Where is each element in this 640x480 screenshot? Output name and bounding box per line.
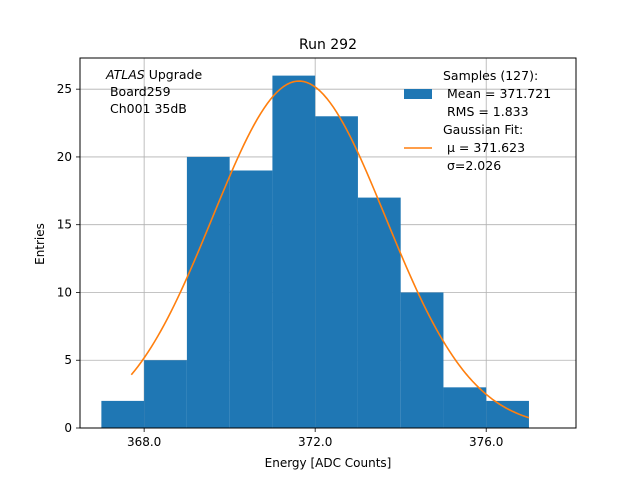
x-tick-label-1: 372.0 bbox=[298, 435, 332, 449]
histogram-bar-4 bbox=[272, 75, 316, 428]
legend-swatch-samples bbox=[404, 89, 432, 99]
annotation-line-2: Ch001 35dB bbox=[106, 101, 187, 116]
legend-text-0-2: RMS = 1.833 bbox=[443, 104, 529, 119]
histogram-bar-6 bbox=[357, 197, 401, 428]
legend-text-1-1: μ = 371.623 bbox=[443, 140, 525, 155]
x-axis-label: Energy [ADC Counts] bbox=[265, 456, 392, 470]
x-axis-ticks: 368.0 372.0 376.0 bbox=[127, 428, 503, 449]
legend-text-0-0: Samples (127): bbox=[443, 68, 538, 83]
histogram-bar-3 bbox=[229, 170, 273, 428]
y-tick-label-4: 20 bbox=[57, 150, 72, 164]
x-tick-label-0: 368.0 bbox=[127, 435, 161, 449]
histogram-bar-0 bbox=[101, 400, 145, 428]
histogram-bar-5 bbox=[315, 116, 358, 429]
atlas-annotation: ATLAS Upgrade Board259 Ch001 35dB bbox=[105, 67, 202, 116]
legend-text-1-0: Gaussian Fit: bbox=[443, 122, 523, 137]
y-axis-label: Entries bbox=[33, 223, 47, 265]
axes-frame bbox=[79, 57, 577, 429]
y-tick-label-3: 15 bbox=[57, 218, 72, 232]
legend: Samples (127): Mean = 371.721 RMS = 1.83… bbox=[404, 68, 551, 173]
gaussian-fit bbox=[130, 80, 530, 419]
histogram-bar-2 bbox=[186, 156, 230, 428]
legend-text-1-2: σ=2.026 bbox=[443, 158, 501, 173]
y-tick-label-5: 25 bbox=[57, 82, 72, 96]
annotation-line-0: ATLAS Upgrade bbox=[105, 67, 202, 82]
histogram-bar-1 bbox=[144, 360, 187, 428]
y-tick-label-2: 10 bbox=[57, 285, 72, 299]
legend-text-0-1: Mean = 371.721 bbox=[443, 86, 551, 101]
y-tick-label-1: 5 bbox=[64, 353, 72, 367]
histogram-bar-8 bbox=[443, 387, 487, 428]
chart-title: Run 292 bbox=[299, 37, 357, 53]
x-tick-label-2: 376.0 bbox=[469, 435, 503, 449]
histogram-bar-7 bbox=[400, 292, 444, 428]
y-tick-label-0: 0 bbox=[64, 421, 72, 435]
y-axis-ticks: 0 5 10 15 20 25 bbox=[57, 82, 80, 435]
gaussian-fit-line bbox=[130, 80, 530, 419]
annotation-line-1: Board259 bbox=[106, 84, 171, 99]
histogram-bar-9 bbox=[486, 400, 529, 428]
histogram-bars bbox=[101, 75, 529, 429]
